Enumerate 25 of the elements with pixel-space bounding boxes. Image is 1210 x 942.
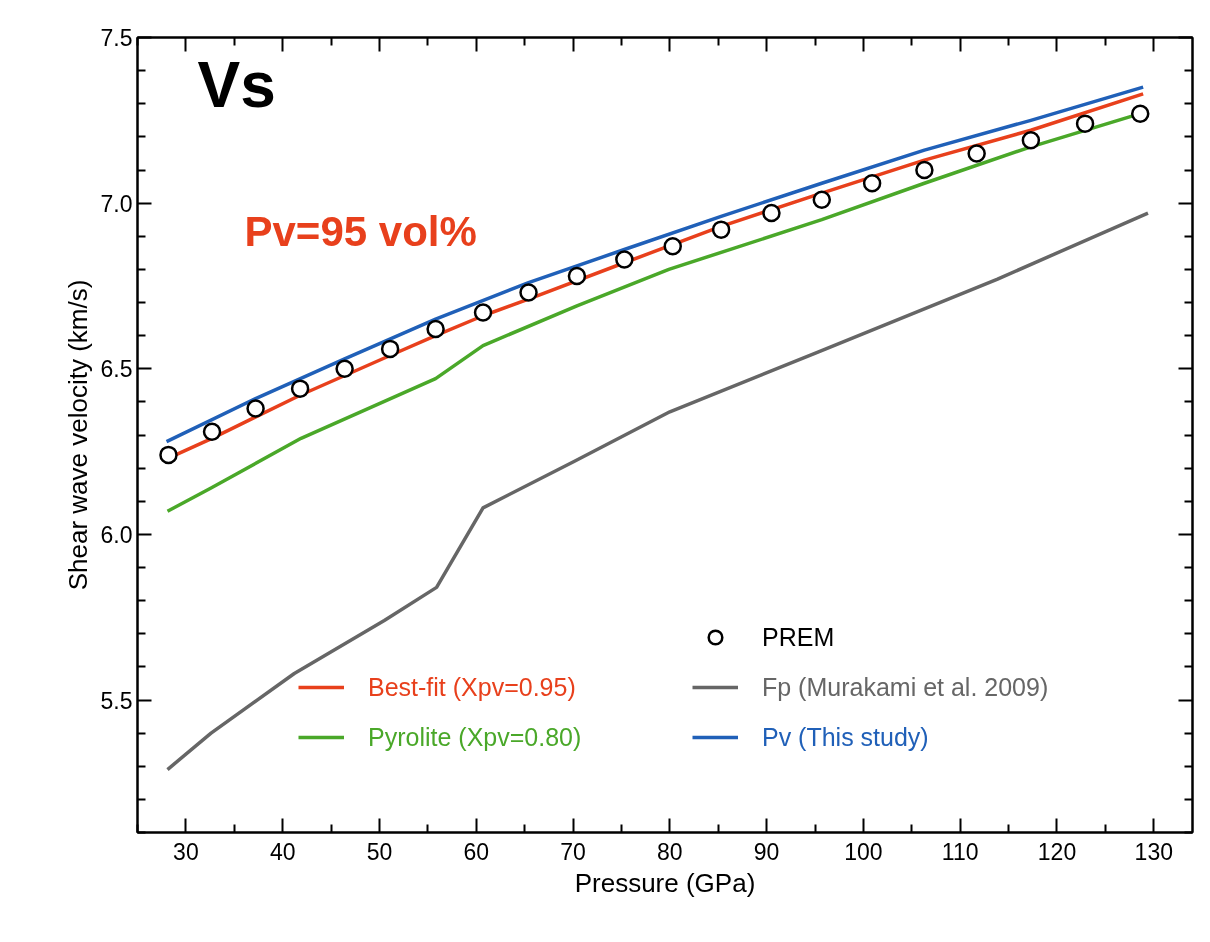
y-tick-label: 7.0	[100, 190, 133, 217]
x-tick-label: 80	[657, 838, 683, 865]
annotation: Vs	[197, 48, 276, 121]
x-tick-label: 120	[1037, 838, 1077, 865]
y-tick-label: 5.5	[100, 687, 133, 714]
x-tick-label: 40	[269, 838, 296, 865]
x-tick-label: 70	[560, 838, 586, 865]
y-axis-title: Shear wave velocity (km/s)	[62, 279, 93, 591]
x-tick-label: 30	[173, 838, 199, 865]
x-tick-label: 60	[463, 838, 490, 865]
x-tick-label: 100	[844, 838, 883, 865]
legend-label: Pyrolite (Xpv=0.80)	[368, 721, 582, 753]
x-tick-label: 130	[1134, 838, 1173, 865]
y-tick-label: 6.5	[100, 356, 133, 383]
legend-label: Fp (Murakami et al. 2009)	[762, 671, 1049, 703]
annotation: Pv=95 vol%	[244, 207, 477, 255]
x-tick-label: 110	[941, 838, 979, 865]
y-tick-label: 6.0	[100, 521, 133, 548]
x-axis-title: Pressure (GPa)	[574, 867, 756, 898]
legend-label: PREM	[762, 621, 835, 653]
legend-label: Best-fit (Xpv=0.95)	[368, 671, 576, 703]
y-tick-label: 7.5	[100, 25, 133, 51]
x-tick-label: 90	[753, 838, 780, 865]
legend-label: Pv (This study)	[762, 721, 929, 753]
x-tick-label: 50	[366, 838, 393, 865]
